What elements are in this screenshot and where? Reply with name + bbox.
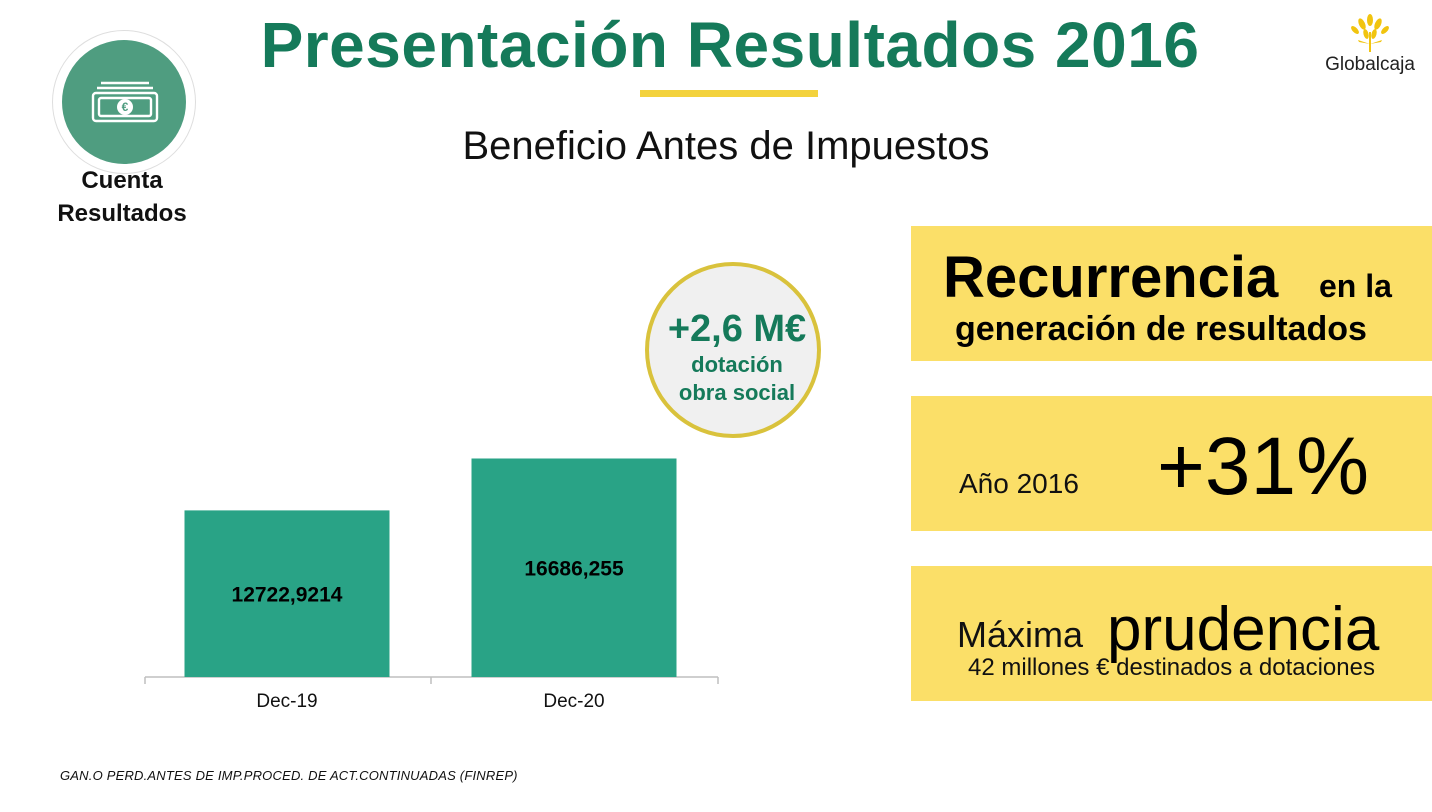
title-underline — [640, 90, 818, 97]
bar-value-label: 12722,9214 — [232, 584, 343, 607]
maxima-text: Máxima — [957, 614, 1084, 655]
badge-value: +2,6 M€ — [667, 308, 807, 350]
page-title: Presentación Resultados 2016 — [260, 9, 1200, 81]
x-tick-label: Dec-19 — [256, 691, 317, 712]
year-label: Año 2016 — [959, 468, 1079, 499]
bar-value-label: 16686,255 — [524, 558, 624, 581]
en-la-text: en la — [1319, 268, 1392, 304]
wheat-logo-icon — [1351, 14, 1389, 52]
bar-chart: 12722,9214 Dec-19 16686,255 Dec-20 — [144, 458, 719, 712]
section-badge: € — [52, 30, 196, 174]
section-label: Cuenta Resultados — [22, 164, 222, 230]
badge-line-2: obra social — [678, 380, 796, 405]
badge-line-1: dotación — [691, 352, 783, 377]
brand-name: Globalcaja — [1325, 54, 1415, 75]
prudencia-text: prudencia — [1107, 595, 1380, 664]
obra-social-badge: +2,6 M€ dotación obra social — [645, 262, 821, 438]
chart-subtitle: Beneficio Antes de Impuestos — [462, 124, 990, 168]
generacion-text: generación de resultados — [955, 310, 1367, 348]
highlight-recurrencia: Recurrencia en la generación de resultad… — [911, 226, 1432, 361]
dotaciones-text: 42 millones € destinados a dotaciones — [968, 654, 1375, 681]
banknote-euro-icon: € — [91, 81, 159, 123]
bar-dec-20 — [471, 458, 677, 677]
footnote: GAN.O PERD.ANTES DE IMP.PROCED. DE ACT.C… — [60, 768, 518, 783]
globalcaja-logo: Globalcaja — [1318, 14, 1422, 84]
svg-text:€: € — [122, 100, 129, 114]
growth-value: +31% — [1157, 421, 1370, 512]
highlight-prudencia: Máxima prudencia 42 millones € destinado… — [911, 566, 1432, 701]
recurrencia-text: Recurrencia — [943, 245, 1279, 310]
section-label-line2: Resultados — [57, 200, 187, 227]
bar-dec-19 — [184, 510, 390, 677]
x-tick-label: Dec-20 — [543, 691, 604, 712]
section-label-line1: Cuenta — [81, 167, 163, 194]
highlight-growth: Año 2016 +31% — [911, 396, 1432, 531]
